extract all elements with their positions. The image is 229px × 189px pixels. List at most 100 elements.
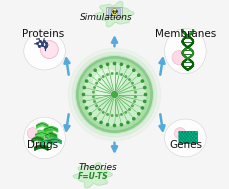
Circle shape [192,141,194,142]
Circle shape [127,65,129,68]
Circle shape [89,113,91,115]
Circle shape [41,42,57,57]
Circle shape [77,57,152,132]
Circle shape [189,134,191,135]
Circle shape [179,139,180,140]
Circle shape [189,139,191,140]
Circle shape [72,52,157,137]
Circle shape [194,137,195,139]
Circle shape [75,55,154,134]
Polygon shape [36,137,44,144]
Circle shape [188,132,189,133]
Circle shape [79,59,150,130]
Circle shape [191,137,192,139]
Circle shape [103,112,104,113]
Circle shape [125,76,126,77]
Circle shape [189,137,191,139]
Circle shape [112,91,117,98]
Circle shape [96,105,97,107]
Circle shape [186,139,188,140]
Text: Drugs: Drugs [27,140,58,149]
Circle shape [83,100,85,102]
Circle shape [179,134,180,135]
Text: Theories: Theories [78,163,117,172]
Circle shape [144,87,146,89]
Circle shape [27,128,38,139]
Circle shape [120,124,123,126]
Circle shape [191,139,192,140]
Circle shape [89,74,91,76]
Circle shape [183,139,185,140]
Circle shape [99,109,100,110]
Circle shape [134,87,135,88]
Circle shape [179,141,180,142]
Circle shape [191,132,192,133]
Polygon shape [38,130,46,138]
Circle shape [182,136,183,137]
Circle shape [93,70,122,98]
Circle shape [100,65,102,68]
Circle shape [132,82,133,84]
Circle shape [179,132,180,133]
Ellipse shape [24,117,65,159]
Circle shape [185,132,186,133]
Circle shape [192,132,194,133]
Circle shape [96,82,97,84]
Circle shape [191,134,192,135]
Circle shape [182,132,183,133]
Circle shape [188,141,189,142]
Circle shape [188,134,189,135]
Text: F=U-TS: F=U-TS [77,172,108,181]
Circle shape [93,91,94,93]
Circle shape [192,137,194,139]
Circle shape [111,73,113,74]
Circle shape [125,112,126,113]
Circle shape [121,114,122,115]
Circle shape [85,107,88,109]
Circle shape [82,93,85,96]
Circle shape [186,132,188,133]
Circle shape [180,137,182,139]
Circle shape [192,136,194,137]
Circle shape [135,91,136,93]
Circle shape [194,134,195,135]
Polygon shape [42,140,50,148]
Circle shape [174,128,186,139]
Text: Simulations: Simulations [80,13,132,22]
Circle shape [189,141,191,142]
Circle shape [106,63,109,65]
Text: Proteins: Proteins [22,29,64,39]
Circle shape [113,62,116,65]
Ellipse shape [165,28,206,74]
Circle shape [194,136,195,137]
Circle shape [144,100,146,102]
Circle shape [195,132,196,133]
Circle shape [120,63,123,65]
Circle shape [94,69,96,71]
Circle shape [194,139,195,140]
Circle shape [180,141,182,142]
Circle shape [179,137,180,139]
Polygon shape [95,2,134,27]
Circle shape [183,134,185,135]
Circle shape [183,141,185,142]
Circle shape [186,136,188,137]
Circle shape [195,141,196,142]
Ellipse shape [24,32,65,70]
Circle shape [133,69,135,71]
FancyBboxPatch shape [107,7,122,18]
Circle shape [182,141,183,142]
Circle shape [103,76,104,77]
Circle shape [93,96,94,98]
Circle shape [127,121,129,124]
Text: Genes: Genes [169,140,202,149]
Circle shape [188,136,189,137]
Circle shape [135,96,136,98]
Circle shape [183,132,185,133]
Circle shape [188,139,189,140]
Circle shape [129,109,130,110]
Circle shape [191,136,192,137]
Circle shape [172,50,186,65]
Circle shape [185,139,186,140]
FancyBboxPatch shape [179,131,197,143]
